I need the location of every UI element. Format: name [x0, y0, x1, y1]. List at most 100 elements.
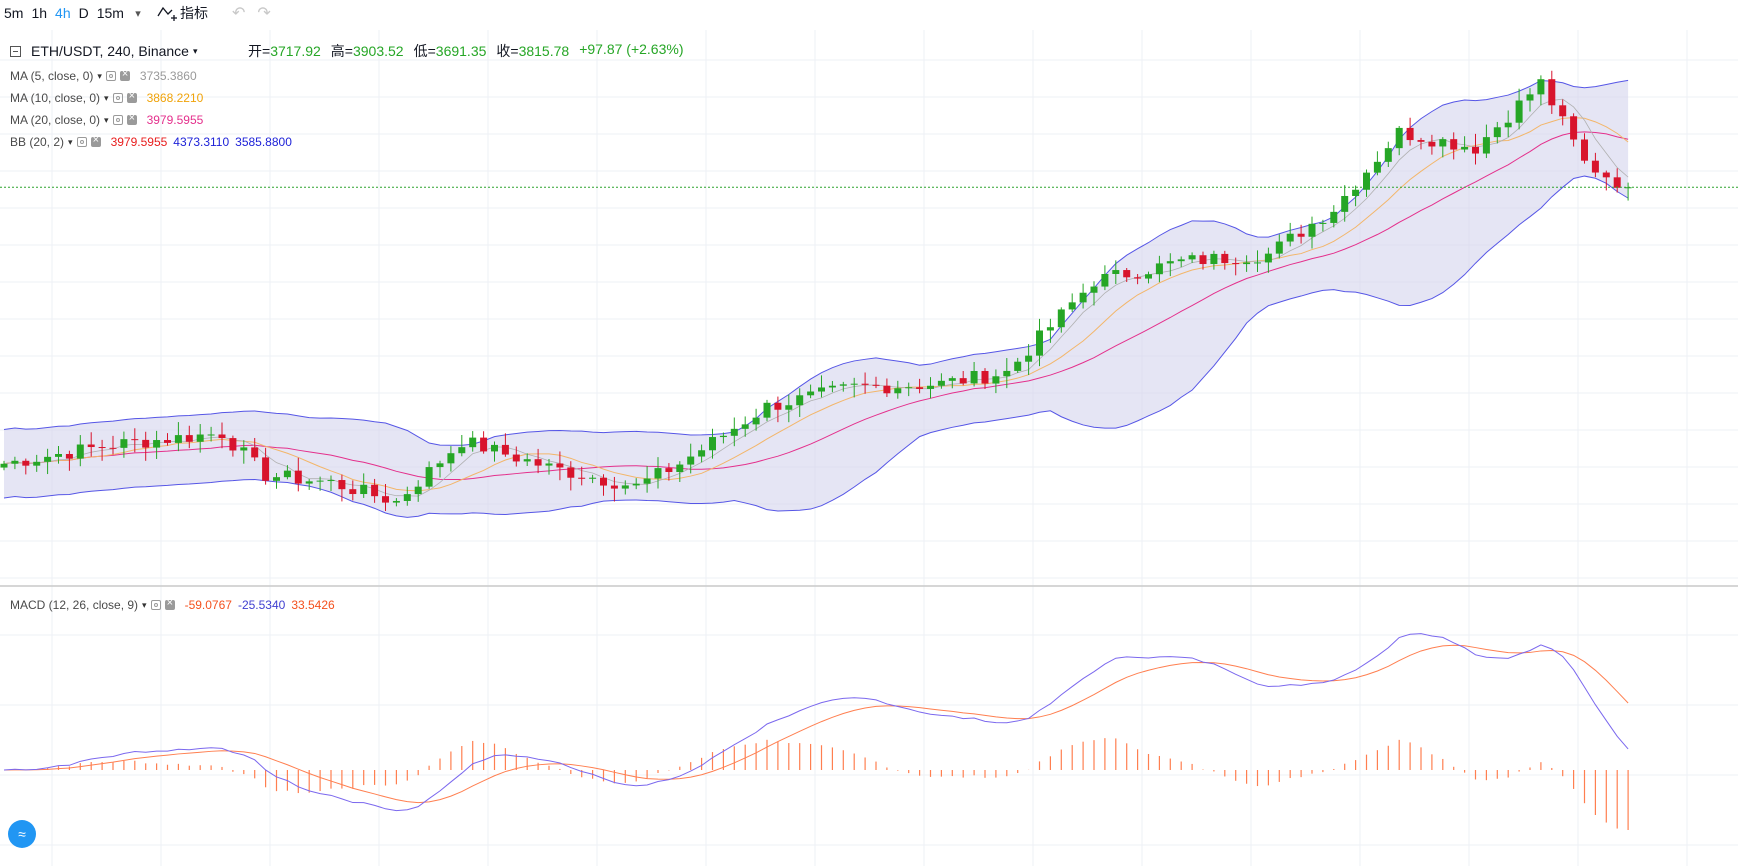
candle-body [534, 459, 542, 466]
interval-1h-button[interactable]: 1h [31, 5, 48, 21]
candle-body [861, 383, 869, 385]
candle-body [981, 370, 989, 384]
ma5-chevron-down-icon[interactable]: ▾ [97, 70, 102, 81]
candle-body [120, 439, 128, 448]
ma5-eye-icon[interactable] [105, 71, 116, 81]
candle-body [610, 485, 618, 489]
candle-body [109, 447, 117, 449]
macd-close-icon[interactable] [164, 597, 175, 610]
candle-body [959, 378, 967, 384]
candle-body [730, 428, 738, 436]
macd-line [3, 633, 1629, 812]
interval-15m-button[interactable]: 15m [96, 5, 124, 21]
candle-body [839, 384, 847, 386]
macd-chevron-down-icon[interactable]: ▾ [142, 599, 147, 610]
candle-body [1286, 233, 1294, 242]
candle-body [512, 454, 520, 462]
ma10-chevron-down-icon[interactable]: ▾ [104, 92, 109, 103]
candle-body [1134, 277, 1142, 279]
candle-body [1046, 327, 1054, 331]
symbol-title[interactable]: ETH/USDT, 240, Binance [31, 43, 189, 59]
candle-body [98, 447, 106, 449]
top-toolbar: 5m 1h 4h D 15m ▾ 指标 ↶ ↷ [0, 0, 1738, 26]
candle-body [1123, 270, 1131, 278]
candle-body [1025, 355, 1033, 362]
candle-body [283, 470, 291, 478]
interval-d-button[interactable]: D [78, 5, 89, 21]
high-readout: 高=3903.52 [330, 43, 404, 59]
candle-body [1090, 286, 1098, 293]
candle-body [589, 477, 597, 479]
indicators-label: 指标 [179, 5, 208, 21]
open-readout: 开=3717.92 [248, 43, 321, 59]
candle-body [273, 477, 280, 481]
macd-eye-icon[interactable] [150, 600, 161, 610]
ma10-legend: MA (10, close, 0)▾ 3868.2210 [10, 90, 203, 105]
low-readout: 低=3691.35 [413, 43, 487, 59]
candle-body [44, 456, 52, 462]
ma5-legend-name: MA (5, close, 0) [10, 69, 94, 83]
candle-body [1602, 172, 1610, 178]
collapse-legend-icon[interactable] [10, 45, 21, 57]
symbol-chevron-down-icon[interactable]: ▾ [192, 45, 198, 56]
candle-body [719, 435, 727, 438]
interval-dropdown-icon[interactable]: ▾ [135, 7, 141, 20]
bb-close-icon[interactable] [90, 134, 101, 147]
ma20-eye-icon[interactable] [112, 115, 123, 125]
candle-body [1591, 160, 1599, 173]
candle-body [1428, 141, 1436, 147]
candle-body [1079, 292, 1087, 303]
bb-eye-icon[interactable] [76, 137, 87, 147]
ma20-close-icon[interactable] [126, 112, 137, 125]
ma10-close-icon[interactable] [126, 90, 137, 103]
candle-body [1373, 161, 1381, 173]
redo-icon[interactable]: ↷ [257, 5, 271, 22]
candle-body [1395, 127, 1403, 149]
candle-body [1559, 105, 1567, 117]
candle-body [469, 437, 477, 448]
candle-body [403, 494, 411, 501]
candle-body [501, 444, 509, 455]
logo-icon[interactable]: ≈ [8, 820, 36, 848]
ma5-value: 3735.3860 [139, 69, 197, 83]
candle-body [643, 478, 651, 484]
candle-body [1188, 255, 1196, 260]
candle-body [916, 387, 924, 389]
ma20-value: 3979.5955 [146, 113, 204, 127]
candle-body [1177, 259, 1185, 262]
candle-body [1537, 79, 1545, 95]
candle-body [1166, 261, 1174, 264]
undo-icon[interactable]: ↶ [231, 5, 246, 22]
ma5-close-icon[interactable] [119, 68, 130, 81]
candle-body [796, 395, 804, 406]
candle-body [1254, 262, 1261, 264]
macd-hist-value: -59.0767 [184, 598, 232, 612]
candle-body [1221, 253, 1229, 264]
ma10-eye-icon[interactable] [112, 93, 123, 103]
candle-body [1199, 255, 1207, 265]
candle-body [545, 463, 553, 466]
candle-body [447, 453, 455, 464]
bb-chevron-down-icon[interactable]: ▾ [68, 136, 73, 147]
ma20-chevron-down-icon[interactable]: ▾ [104, 114, 109, 125]
candle-body [1461, 146, 1469, 150]
candle-body [436, 463, 444, 468]
bb-lower-value: 3585.8800 [235, 135, 292, 149]
candle-body [338, 480, 346, 490]
candle-body [883, 385, 891, 394]
bb-upper-value: 4373.3110 [173, 135, 230, 149]
candle-body [992, 376, 1000, 384]
candle-body [1363, 172, 1370, 190]
ma20-line [3, 131, 1629, 481]
candle-body [1504, 122, 1512, 128]
candle-body [55, 453, 62, 457]
ma20-legend: MA (20, close, 0)▾ 3979.5955 [10, 112, 204, 127]
indicators-button[interactable]: 指标 [152, 3, 212, 23]
candle-body [491, 444, 498, 452]
candle-body [1264, 253, 1272, 263]
interval-5m-button[interactable]: 5m [4, 5, 24, 21]
change-readout: +97.87 (+2.63%) [579, 41, 684, 57]
candle-body [1036, 330, 1043, 356]
interval-4h-button[interactable]: 4h [55, 5, 71, 21]
